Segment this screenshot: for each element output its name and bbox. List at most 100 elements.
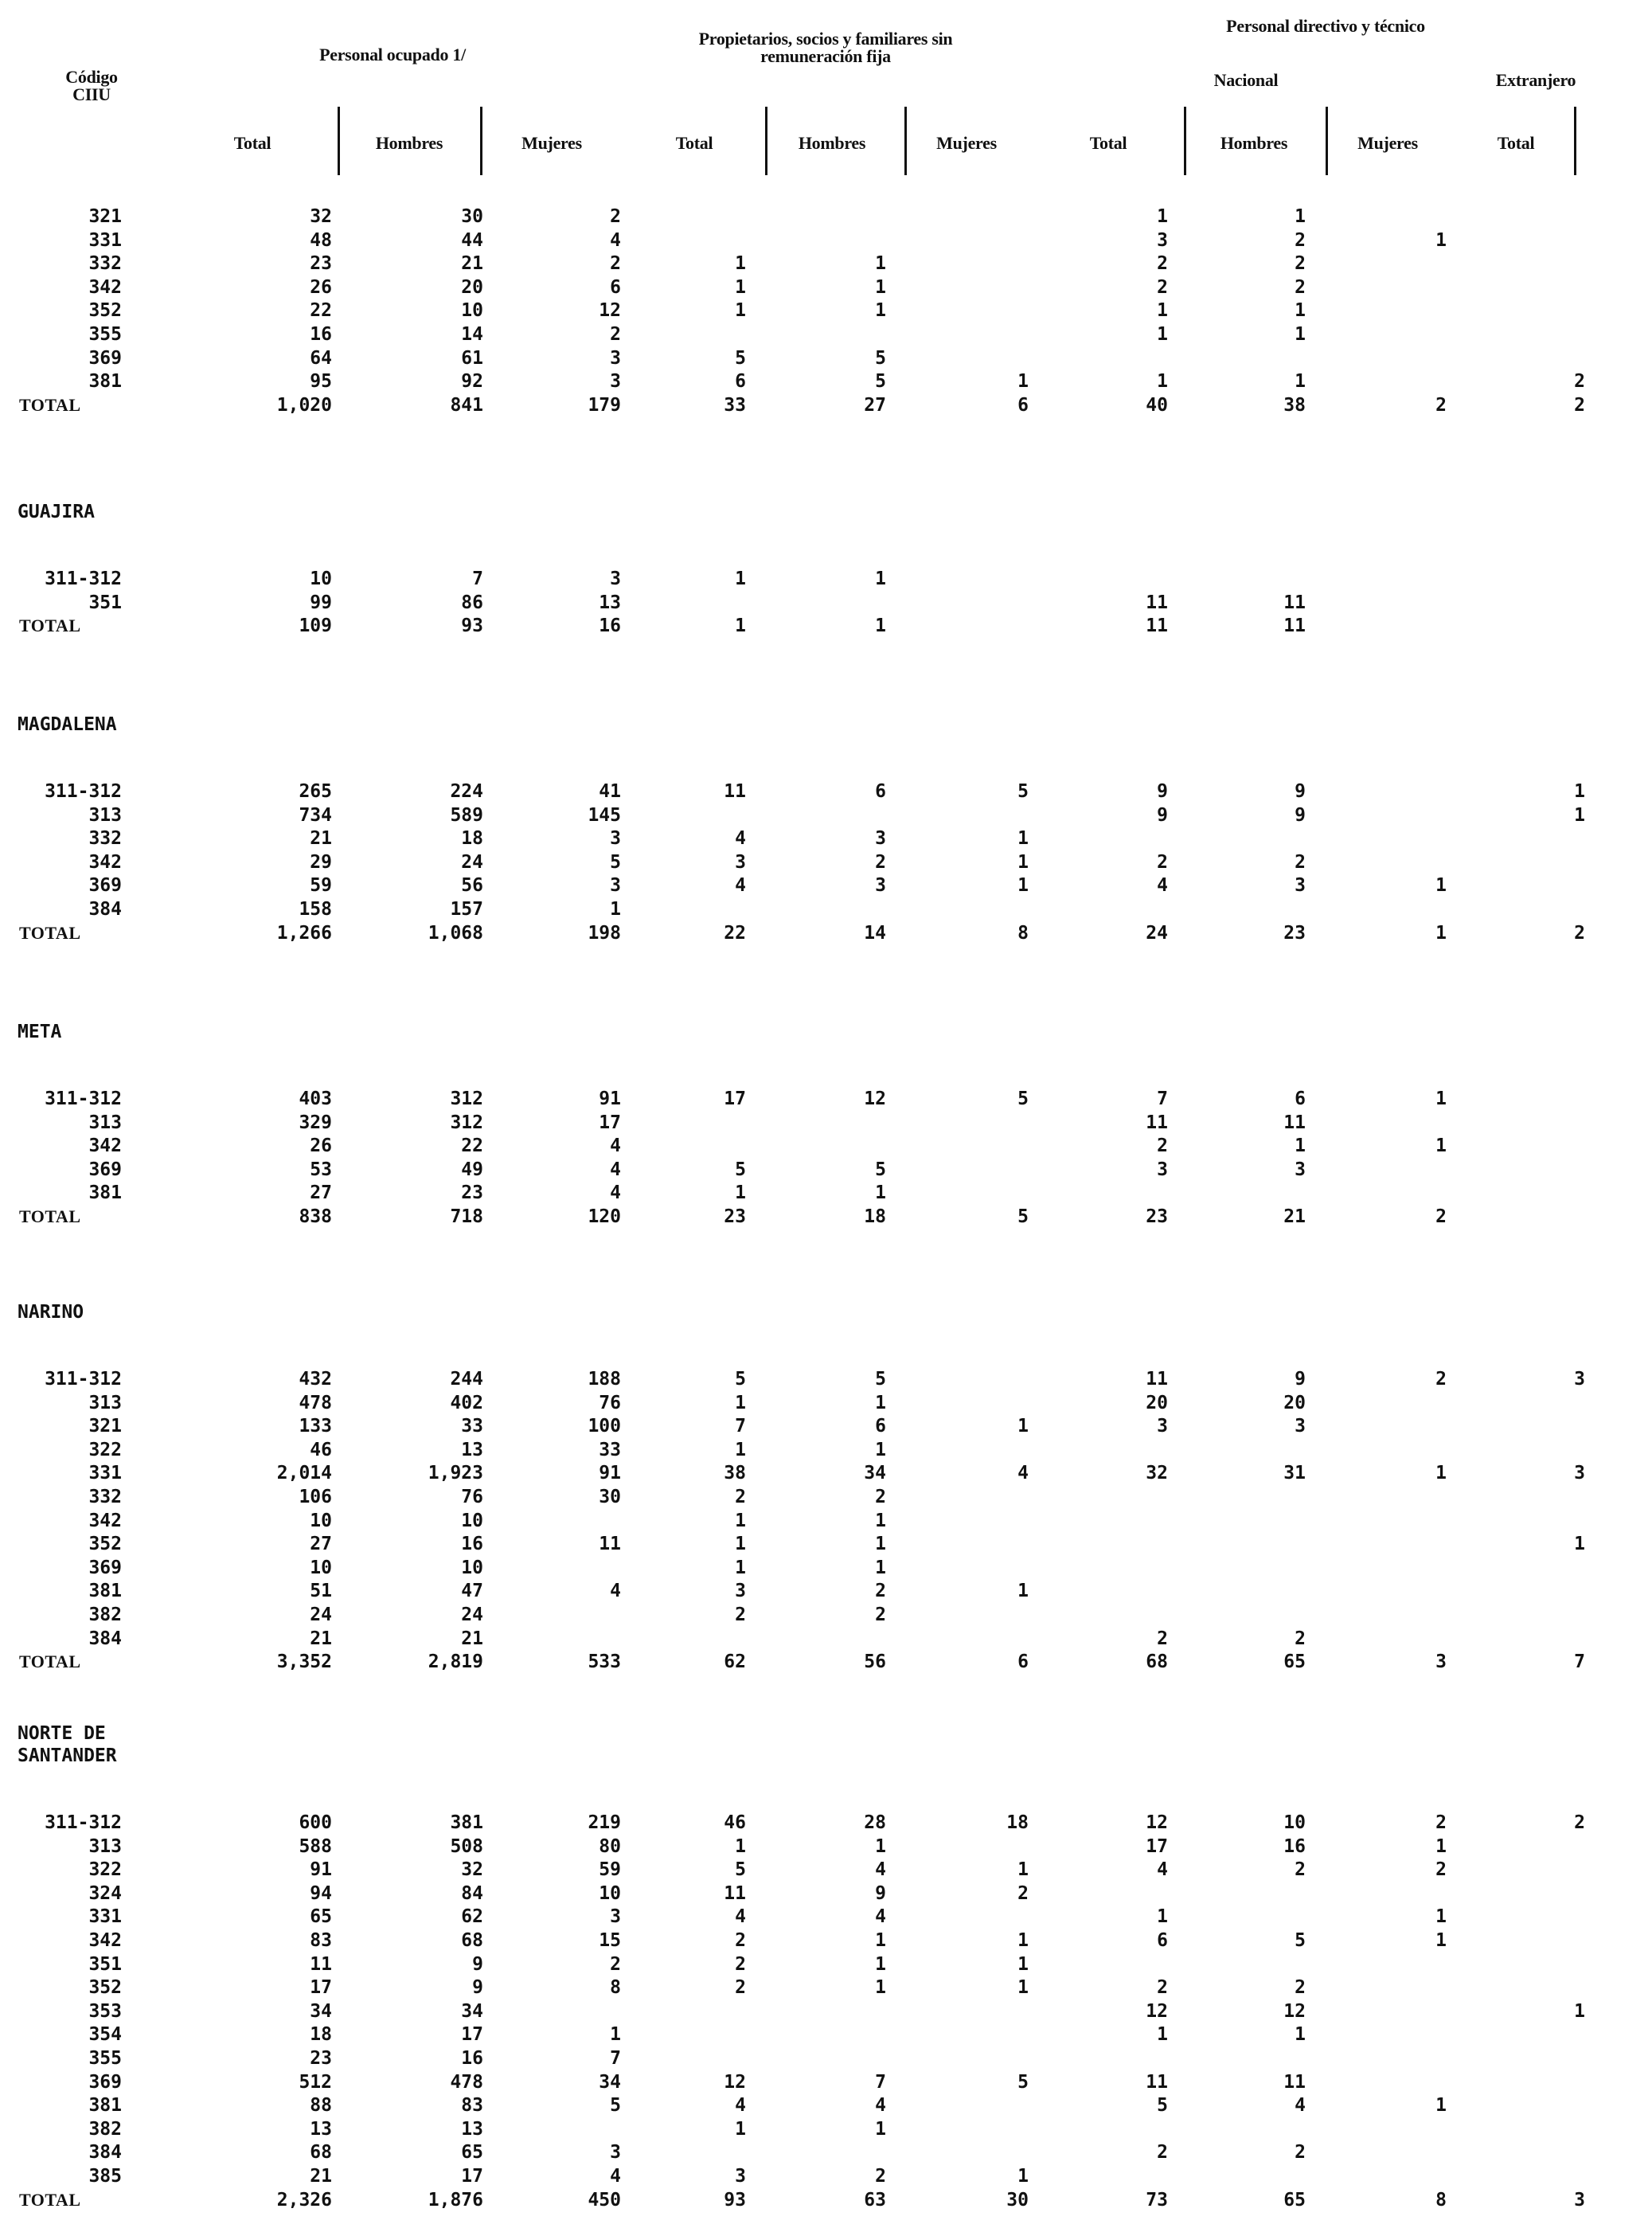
table-cell: 20 (461, 276, 483, 298)
table-cell: 1 (875, 1953, 886, 1975)
table-cell: 381 (450, 1812, 483, 1833)
table-cell: 1 (735, 300, 746, 322)
table-cell: 2 (610, 206, 621, 227)
column-divider (765, 107, 767, 175)
table-cell: 1 (1295, 300, 1306, 322)
table-cell: 3 (735, 1581, 746, 1602)
total-cell: 841 (450, 394, 483, 416)
total-cell: 16 (599, 616, 621, 637)
table-cell: 5 (735, 1159, 746, 1180)
table-cell: 18 (310, 2024, 332, 2046)
ciiu-code: 331 (88, 1463, 122, 1484)
table-cell: 2 (1574, 1812, 1585, 1833)
table-cell: 9 (875, 1882, 886, 1904)
table-cell: 2 (1157, 276, 1168, 298)
table-cell: 16 (461, 2048, 483, 2069)
table-cell: 7 (610, 2048, 621, 2069)
total-cell: 27 (864, 394, 886, 416)
table-cell: 403 (299, 1089, 332, 1109)
table-cell: 84 (461, 1882, 483, 1904)
total-cell: 179 (588, 394, 621, 416)
table-cell: 12 (864, 1089, 886, 1109)
table-cell: 478 (299, 1392, 332, 1413)
table-cell: 83 (310, 1930, 332, 1951)
table-cell: 1 (875, 300, 886, 322)
table-cell: 21 (310, 1628, 332, 1649)
table-cell: 12 (724, 2071, 746, 2093)
table-cell: 4 (610, 1136, 621, 1157)
table-cell: 2 (1435, 1369, 1447, 1390)
table-cell: 2 (735, 1953, 746, 1975)
table-cell: 68 (310, 2142, 332, 2164)
table-cell: 1 (1157, 300, 1168, 322)
table-cell: 61 (461, 347, 483, 369)
table-cell: 10 (599, 1882, 621, 1904)
table-cell: 11 (1146, 1369, 1168, 1390)
table-cell: 3 (1295, 1159, 1306, 1180)
total-cell: 6 (1017, 1652, 1029, 1673)
table-cell: 34 (310, 2000, 332, 2022)
table-cell: 432 (299, 1369, 332, 1390)
table-cell: 4 (735, 1906, 746, 1928)
total-cell: 24 (1146, 922, 1168, 944)
table-cell: 1 (1017, 828, 1029, 850)
table-cell: 1 (875, 1835, 886, 1857)
section-title: NARINO (18, 1302, 84, 1323)
table-cell: 76 (599, 1392, 621, 1413)
table-cell: 1 (1017, 1930, 1029, 1951)
table-cell: 6 (875, 781, 886, 802)
table-cell: 3 (1157, 1416, 1168, 1437)
table-cell: 1 (1295, 371, 1306, 393)
total-cell: 6 (1017, 394, 1029, 416)
table-cell: 16 (1283, 1835, 1306, 1857)
total-cell: 73 (1146, 2189, 1168, 2211)
table-cell: 11 (599, 1534, 621, 1555)
table-cell: 1 (875, 2118, 886, 2140)
table-cell: 31 (1283, 1463, 1306, 1484)
total-cell: 62 (724, 1652, 746, 1673)
table-cell: 4 (735, 2095, 746, 2117)
table-cell: 80 (599, 1835, 621, 1857)
ciiu-code: 342 (88, 1510, 122, 1531)
table-cell: 10 (461, 300, 483, 322)
table-cell: 34 (864, 1463, 886, 1484)
total-cell: 120 (588, 1206, 621, 1227)
total-cell: 2,819 (428, 1652, 483, 1673)
table-cell: 512 (299, 2071, 332, 2093)
total-cell: 23 (1283, 922, 1306, 944)
table-cell: 5 (1157, 2095, 1168, 2117)
total-cell: 3 (1574, 2189, 1585, 2211)
table-cell: 3 (610, 569, 621, 589)
table-cell: 158 (299, 899, 332, 920)
ciiu-code: 381 (88, 1581, 122, 1602)
total-cell: 2 (1435, 1206, 1447, 1227)
table-cell: 91 (599, 1089, 621, 1109)
header-nacional: Nacional (1213, 70, 1279, 90)
table-cell: 5 (735, 347, 746, 369)
table-cell: 46 (310, 1439, 332, 1460)
total-cell: 65 (1283, 1652, 1306, 1673)
table-cell: 99 (310, 592, 332, 613)
table-cell: 1 (1574, 781, 1585, 802)
table-cell: 1,923 (428, 1463, 483, 1484)
table-cell: 1 (1435, 1463, 1447, 1484)
table-cell: 5 (735, 1859, 746, 1881)
ciiu-code: 381 (88, 2095, 122, 2117)
table-cell: 83 (461, 2095, 483, 2117)
table-cell: 21 (461, 1628, 483, 1649)
table-cell: 13 (599, 592, 621, 613)
table-cell: 34 (599, 2071, 621, 2093)
table-cell: 22 (310, 300, 332, 322)
table-cell: 1 (1157, 206, 1168, 227)
table-cell: 2 (1157, 1628, 1168, 1649)
total-cell: 5 (1017, 1206, 1029, 1227)
table-cell: 65 (310, 1906, 332, 1928)
table-cell: 1 (875, 569, 886, 589)
table-cell: 224 (450, 781, 483, 802)
table-cell: 2 (875, 2166, 886, 2187)
table-cell: 1 (875, 1182, 886, 1204)
ciiu-code: 369 (88, 347, 122, 369)
table-cell: 145 (588, 804, 621, 826)
total-cell: 1 (735, 616, 746, 637)
table-cell: 18 (461, 828, 483, 850)
